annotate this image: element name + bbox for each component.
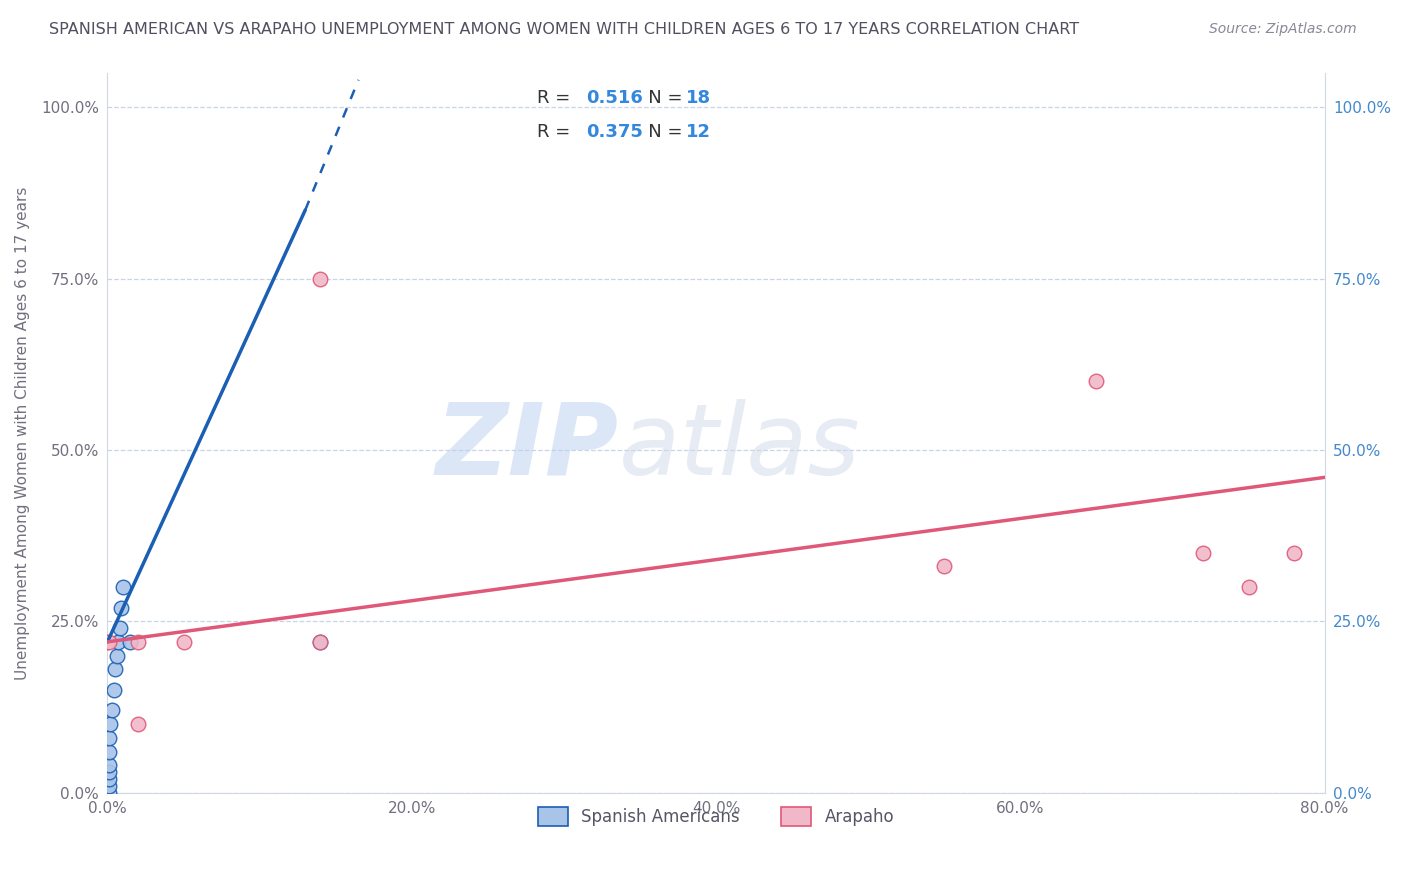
Point bbox=[1192, 546, 1215, 560]
Point bbox=[108, 621, 131, 635]
Point bbox=[98, 758, 121, 772]
Point bbox=[96, 635, 118, 649]
Text: 0.375: 0.375 bbox=[586, 123, 643, 141]
Point bbox=[98, 635, 121, 649]
Text: atlas: atlas bbox=[619, 399, 860, 496]
Point bbox=[309, 635, 332, 649]
Point bbox=[98, 731, 121, 745]
Text: 12: 12 bbox=[686, 123, 710, 141]
Point bbox=[100, 717, 122, 731]
Point bbox=[110, 600, 132, 615]
Y-axis label: Unemployment Among Women with Children Ages 6 to 17 years: Unemployment Among Women with Children A… bbox=[15, 186, 30, 680]
Point bbox=[103, 682, 125, 697]
Point bbox=[1237, 580, 1260, 594]
Point bbox=[101, 703, 124, 717]
Point bbox=[120, 635, 142, 649]
Text: 0.516: 0.516 bbox=[586, 89, 643, 107]
Point bbox=[98, 772, 121, 786]
Point bbox=[98, 786, 121, 800]
Text: ZIP: ZIP bbox=[436, 399, 619, 496]
Text: R =: R = bbox=[537, 123, 576, 141]
Text: R =: R = bbox=[537, 89, 576, 107]
Point bbox=[1284, 546, 1306, 560]
Point bbox=[309, 635, 332, 649]
Point bbox=[104, 662, 127, 676]
Point bbox=[309, 271, 332, 285]
Point bbox=[173, 635, 195, 649]
Point bbox=[127, 635, 149, 649]
Text: Source: ZipAtlas.com: Source: ZipAtlas.com bbox=[1209, 22, 1357, 37]
Point bbox=[127, 717, 149, 731]
Text: N =: N = bbox=[631, 89, 688, 107]
Point bbox=[111, 580, 134, 594]
Point bbox=[98, 779, 121, 793]
Text: N =: N = bbox=[631, 123, 688, 141]
Point bbox=[98, 745, 121, 759]
Point bbox=[107, 635, 129, 649]
Text: 18: 18 bbox=[686, 89, 711, 107]
Text: SPANISH AMERICAN VS ARAPAHO UNEMPLOYMENT AMONG WOMEN WITH CHILDREN AGES 6 TO 17 : SPANISH AMERICAN VS ARAPAHO UNEMPLOYMENT… bbox=[49, 22, 1080, 37]
Point bbox=[105, 648, 128, 663]
Point bbox=[1085, 375, 1108, 389]
Legend: Spanish Americans, Arapaho: Spanish Americans, Arapaho bbox=[530, 798, 903, 835]
Point bbox=[934, 559, 956, 574]
Point bbox=[98, 765, 121, 780]
